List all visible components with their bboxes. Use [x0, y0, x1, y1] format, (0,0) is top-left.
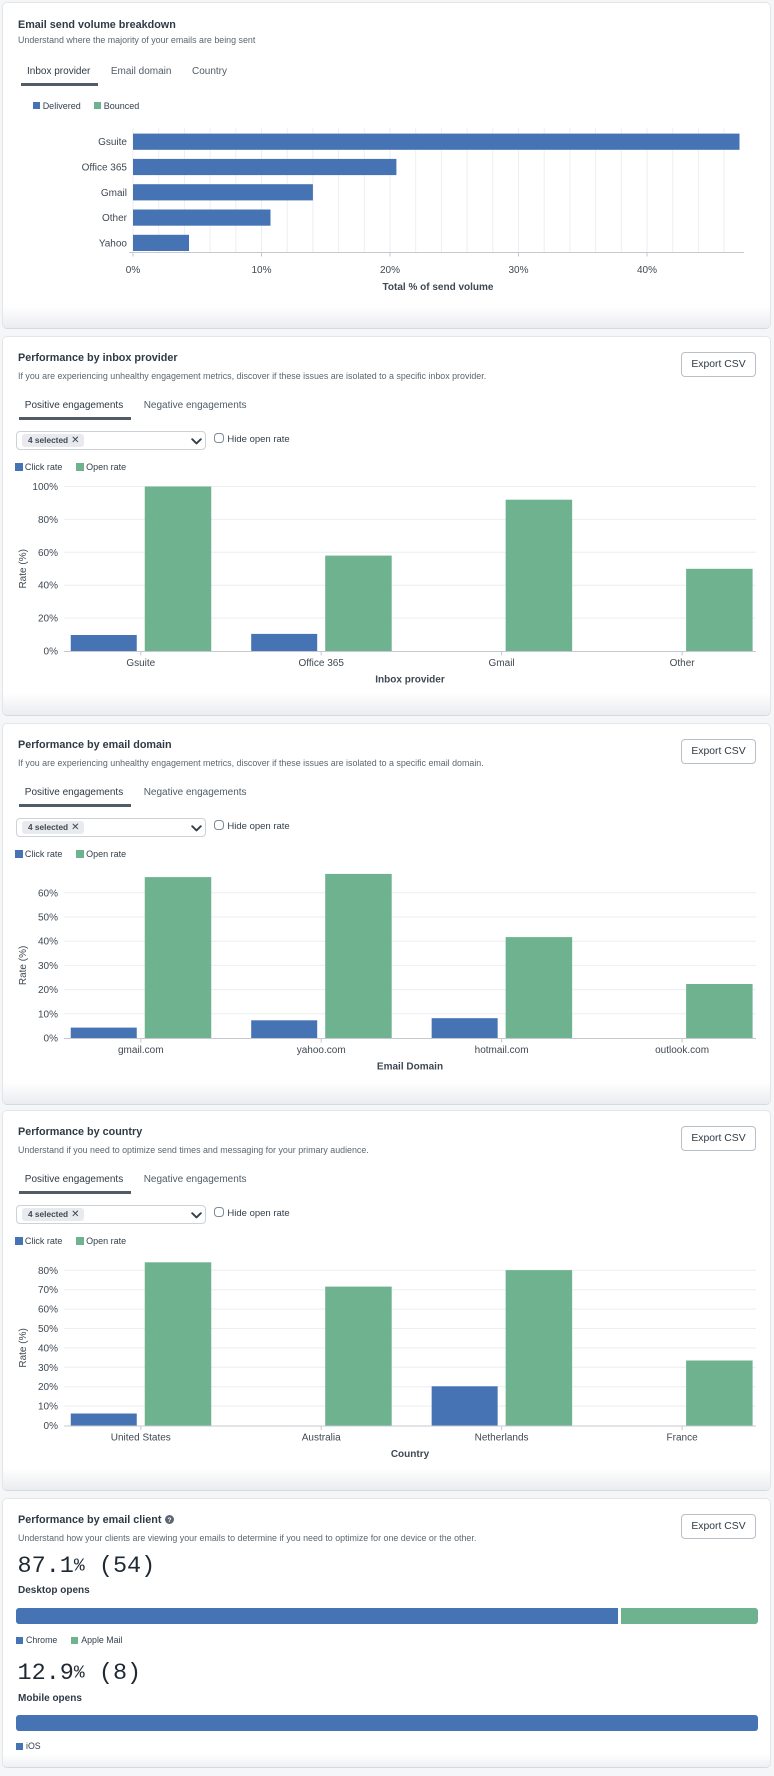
svg-text:Country: Country: [391, 1449, 430, 1460]
svg-text:100%: 100%: [32, 482, 58, 493]
svg-text:Australia: Australia: [302, 1433, 341, 1444]
svg-text:20%: 20%: [38, 614, 58, 625]
svg-text:40%: 40%: [38, 1343, 58, 1354]
svg-text:40%: 40%: [38, 937, 58, 948]
svg-text:40%: 40%: [38, 581, 58, 592]
svg-text:10%: 10%: [38, 1402, 58, 1413]
svg-text:50%: 50%: [38, 1324, 58, 1335]
svg-text:Rate (%): Rate (%): [18, 549, 29, 588]
svg-text:60%: 60%: [38, 548, 58, 559]
svg-text:outlook.com: outlook.com: [655, 1045, 709, 1056]
svg-text:10%: 10%: [38, 1009, 58, 1020]
svg-text:Inbox provider: Inbox provider: [375, 675, 445, 686]
svg-text:Email Domain: Email Domain: [377, 1062, 443, 1073]
svg-text:20%: 20%: [38, 1382, 58, 1393]
svg-text:20%: 20%: [380, 265, 400, 276]
svg-text:Yahoo: Yahoo: [99, 238, 128, 249]
svg-text:60%: 60%: [38, 888, 58, 899]
svg-text:France: France: [667, 1433, 699, 1444]
svg-text:30%: 30%: [508, 265, 528, 276]
svg-text:Office 365: Office 365: [82, 163, 128, 174]
svg-text:80%: 80%: [38, 515, 58, 526]
svg-text:80%: 80%: [38, 1266, 58, 1277]
svg-text:0%: 0%: [44, 1034, 59, 1045]
svg-text:70%: 70%: [38, 1285, 58, 1296]
svg-text:0%: 0%: [126, 265, 141, 276]
svg-text:0%: 0%: [44, 647, 59, 658]
svg-text:Rate (%): Rate (%): [18, 946, 29, 985]
svg-text:Gsuite: Gsuite: [98, 137, 127, 148]
svg-text:10%: 10%: [251, 265, 271, 276]
svg-text:Netherlands: Netherlands: [475, 1433, 529, 1444]
svg-text:40%: 40%: [637, 265, 657, 276]
svg-text:20%: 20%: [38, 985, 58, 996]
svg-text:Gmail: Gmail: [489, 658, 515, 669]
svg-text:United States: United States: [111, 1433, 171, 1444]
svg-text:30%: 30%: [38, 961, 58, 972]
svg-text:Rate (%): Rate (%): [18, 1328, 29, 1367]
svg-text:0%: 0%: [44, 1421, 59, 1432]
svg-text:Gsuite: Gsuite: [126, 658, 155, 669]
svg-text:Other: Other: [670, 658, 696, 669]
svg-text:gmail.com: gmail.com: [118, 1045, 164, 1056]
svg-text:Other: Other: [102, 213, 128, 224]
svg-text:60%: 60%: [38, 1305, 58, 1316]
svg-text:?: ?: [168, 1516, 172, 1523]
svg-text:Gmail: Gmail: [101, 188, 127, 199]
svg-text:hotmail.com: hotmail.com: [475, 1045, 529, 1056]
svg-text:Office 365: Office 365: [298, 658, 344, 669]
svg-text:30%: 30%: [38, 1363, 58, 1374]
svg-text:Total % of send volume: Total % of send volume: [383, 282, 494, 293]
svg-text:yahoo.com: yahoo.com: [297, 1045, 346, 1056]
svg-text:50%: 50%: [38, 913, 58, 924]
